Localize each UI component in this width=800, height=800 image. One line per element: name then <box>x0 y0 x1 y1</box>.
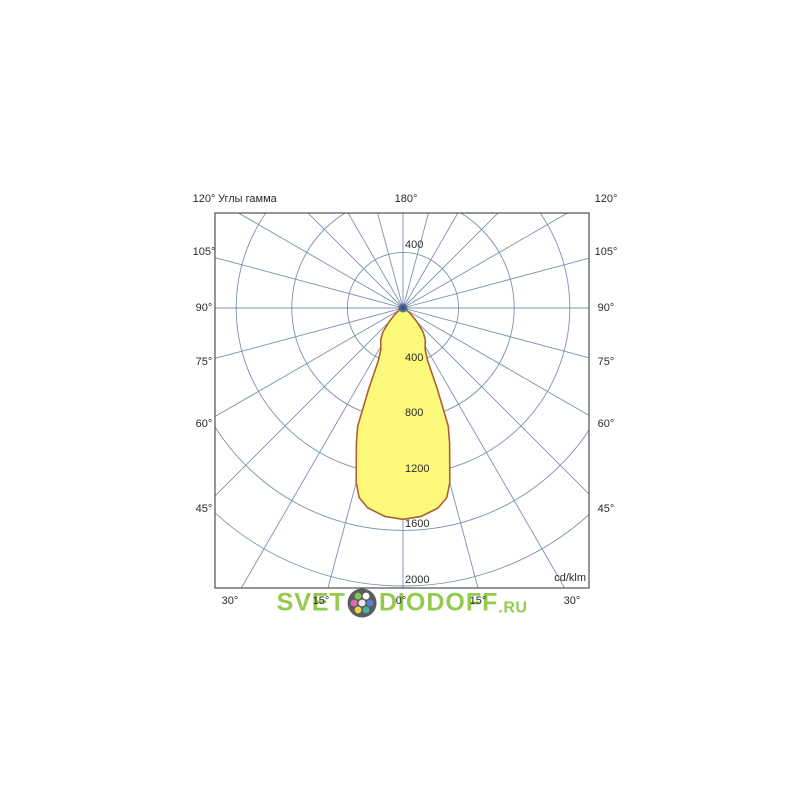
polar-grid <box>215 213 589 588</box>
watermark-tld: .RU <box>498 599 528 617</box>
intensity-curve <box>355 307 451 521</box>
grid-radial-line <box>402 213 499 309</box>
grid-radial-line <box>237 213 404 309</box>
logo-dot <box>354 592 362 600</box>
svetodiodoff-logo-icon <box>347 588 377 618</box>
watermark: SVET DIODOFF .RU <box>277 588 528 619</box>
logo-dot <box>350 599 358 607</box>
grid-radial-line <box>402 307 589 359</box>
grid-radial-line <box>215 257 404 309</box>
lamp-position-dot-core <box>401 306 405 310</box>
logo-dot <box>354 606 362 614</box>
logo-dot <box>362 592 370 600</box>
logo-center-dot <box>358 599 366 607</box>
grid-radial-line <box>402 213 569 309</box>
grid-radial-line <box>215 307 404 497</box>
grid-radial-line <box>402 213 459 309</box>
grid-radial-line <box>347 213 404 309</box>
logo-dot <box>366 599 374 607</box>
diagram-frame <box>214 212 590 589</box>
grid-radial-line <box>240 307 404 588</box>
watermark-text-part1: SVET <box>276 588 346 617</box>
grid-radial-line <box>215 307 404 418</box>
logo-dot <box>362 606 370 614</box>
grid-radial-line <box>377 213 404 309</box>
grid-radial-line <box>215 307 404 359</box>
grid-radial-line <box>402 307 589 416</box>
grid-radial-line <box>402 257 589 309</box>
grid-radial-line <box>402 307 589 495</box>
grid-radial-line <box>402 213 429 309</box>
grid-radial-line <box>307 213 404 309</box>
grid-radial-line <box>402 307 566 588</box>
watermark-text-part2: DIODOFF <box>378 588 499 617</box>
